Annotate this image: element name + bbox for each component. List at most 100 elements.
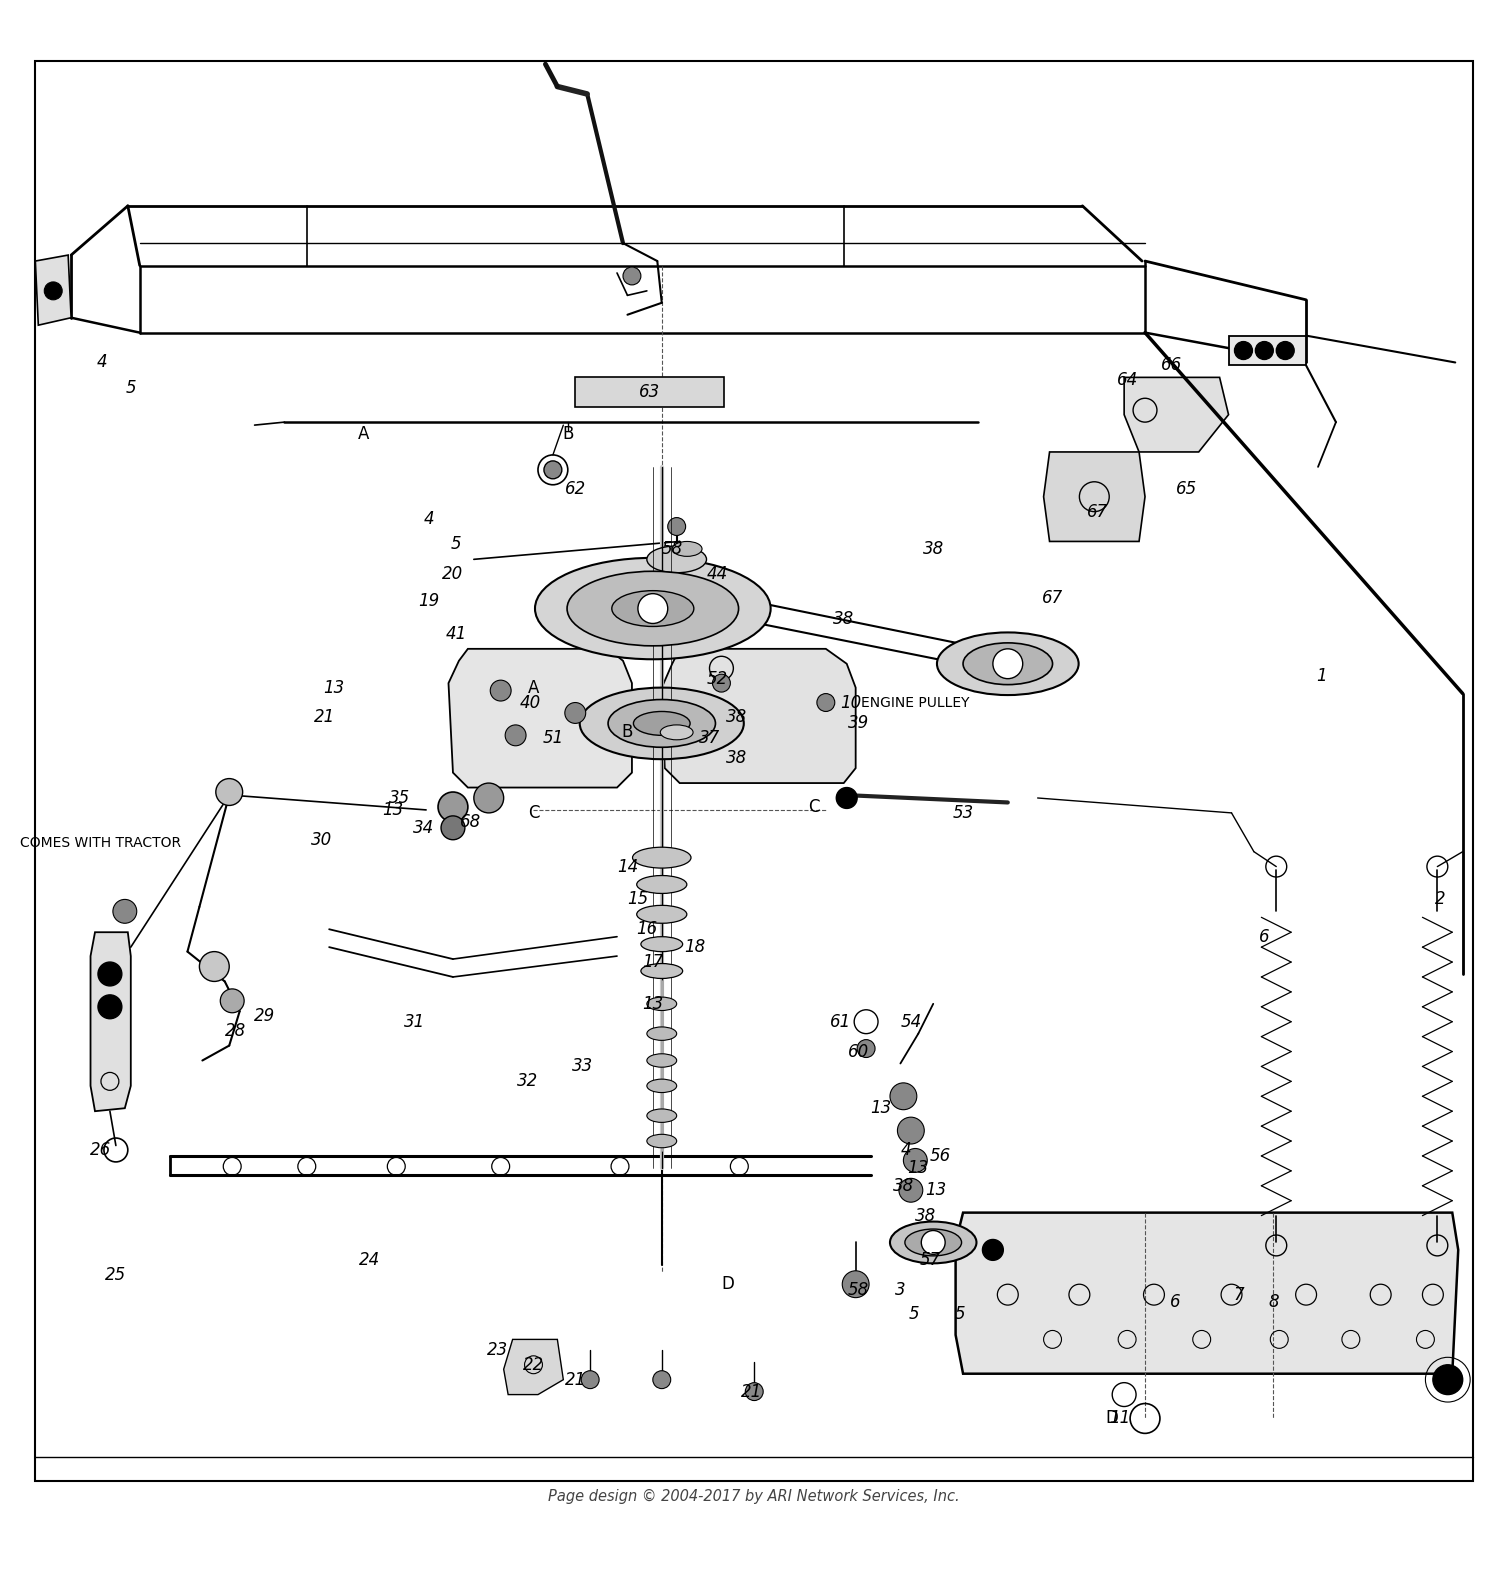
Text: 37: 37 (699, 730, 720, 747)
Circle shape (200, 951, 230, 981)
Text: 21: 21 (564, 1371, 586, 1388)
Text: 5: 5 (126, 378, 136, 398)
Text: 9: 9 (1448, 1367, 1458, 1386)
Text: 24: 24 (358, 1251, 380, 1269)
Text: 4: 4 (98, 353, 108, 372)
Polygon shape (662, 649, 855, 782)
Ellipse shape (938, 633, 1078, 695)
Text: A: A (528, 679, 538, 696)
Ellipse shape (646, 1134, 676, 1148)
Ellipse shape (640, 964, 682, 978)
Ellipse shape (646, 1054, 676, 1067)
Ellipse shape (646, 1080, 676, 1092)
Ellipse shape (536, 558, 771, 660)
Text: 26: 26 (90, 1142, 111, 1159)
Text: 65: 65 (1176, 480, 1197, 498)
Text: 66: 66 (1161, 356, 1182, 374)
Polygon shape (36, 254, 70, 326)
Text: 58: 58 (847, 1282, 870, 1299)
Ellipse shape (646, 997, 676, 1011)
Ellipse shape (636, 905, 687, 924)
Circle shape (98, 962, 122, 986)
Circle shape (856, 1040, 874, 1057)
Text: 34: 34 (413, 819, 434, 836)
Circle shape (982, 1240, 1004, 1261)
Circle shape (897, 1118, 924, 1145)
Text: 31: 31 (404, 1013, 424, 1030)
Text: 38: 38 (915, 1207, 936, 1224)
Text: 62: 62 (564, 480, 586, 498)
Text: 52: 52 (706, 669, 728, 687)
Text: 38: 38 (833, 611, 855, 628)
Text: 29: 29 (255, 1006, 276, 1024)
Ellipse shape (963, 642, 1053, 685)
Text: 35: 35 (388, 789, 410, 808)
Polygon shape (1228, 335, 1306, 366)
Circle shape (638, 593, 668, 623)
Text: 32: 32 (518, 1072, 538, 1091)
Circle shape (438, 792, 468, 822)
Text: 44: 44 (706, 566, 728, 584)
Polygon shape (1044, 452, 1144, 542)
Text: COMES WITH TRACTOR: COMES WITH TRACTOR (21, 836, 182, 849)
Text: 16: 16 (636, 921, 657, 938)
Text: 30: 30 (310, 830, 333, 849)
Text: 1: 1 (1316, 666, 1326, 685)
Text: 57: 57 (920, 1251, 940, 1269)
Ellipse shape (636, 876, 687, 894)
Ellipse shape (608, 700, 715, 747)
Ellipse shape (612, 590, 695, 626)
Circle shape (506, 725, 526, 746)
Ellipse shape (567, 571, 738, 646)
Text: 14: 14 (616, 857, 638, 876)
Ellipse shape (646, 1027, 676, 1040)
Polygon shape (448, 649, 632, 787)
Text: 51: 51 (543, 730, 564, 747)
Text: 60: 60 (847, 1043, 870, 1061)
Text: 68: 68 (460, 812, 482, 832)
Text: 13: 13 (642, 995, 663, 1013)
Ellipse shape (660, 725, 693, 739)
Text: B: B (622, 723, 633, 741)
Text: 39: 39 (847, 714, 870, 733)
Polygon shape (576, 377, 724, 407)
Text: 33: 33 (572, 1057, 594, 1075)
Text: 67: 67 (1086, 502, 1108, 520)
Text: 22: 22 (524, 1356, 544, 1374)
Circle shape (837, 787, 856, 808)
Circle shape (580, 1371, 598, 1388)
Circle shape (1432, 1364, 1462, 1394)
Circle shape (566, 703, 585, 723)
Circle shape (216, 779, 243, 806)
Circle shape (441, 816, 465, 840)
Ellipse shape (633, 711, 690, 735)
Text: C: C (528, 805, 538, 822)
Text: 21: 21 (741, 1383, 762, 1401)
Circle shape (898, 1178, 922, 1202)
Text: D: D (1106, 1409, 1119, 1428)
Circle shape (890, 1083, 916, 1110)
Ellipse shape (640, 937, 682, 951)
Text: 13: 13 (926, 1181, 946, 1199)
Ellipse shape (646, 545, 706, 572)
Circle shape (98, 995, 122, 1019)
Ellipse shape (633, 847, 692, 868)
Text: 53: 53 (952, 805, 974, 822)
Text: 61: 61 (830, 1013, 852, 1030)
Text: 11: 11 (1108, 1409, 1131, 1428)
Text: 38: 38 (726, 749, 747, 766)
Text: 28: 28 (225, 1022, 246, 1040)
Polygon shape (956, 1213, 1458, 1374)
Text: 25: 25 (105, 1266, 126, 1285)
Ellipse shape (672, 542, 702, 556)
Text: 3: 3 (896, 1282, 906, 1299)
Text: 41: 41 (446, 625, 466, 642)
Text: 21: 21 (314, 709, 336, 727)
Circle shape (45, 281, 62, 301)
Text: 8: 8 (1268, 1293, 1278, 1312)
Polygon shape (504, 1339, 564, 1394)
Text: 23: 23 (488, 1340, 508, 1359)
Circle shape (112, 900, 136, 924)
Text: 13: 13 (382, 801, 404, 819)
Text: 56: 56 (930, 1146, 951, 1165)
